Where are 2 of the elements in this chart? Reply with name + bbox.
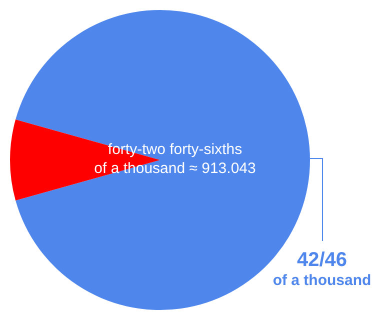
text: 42/46 <box>296 248 348 272</box>
text: of a thousand <box>272 272 372 290</box>
